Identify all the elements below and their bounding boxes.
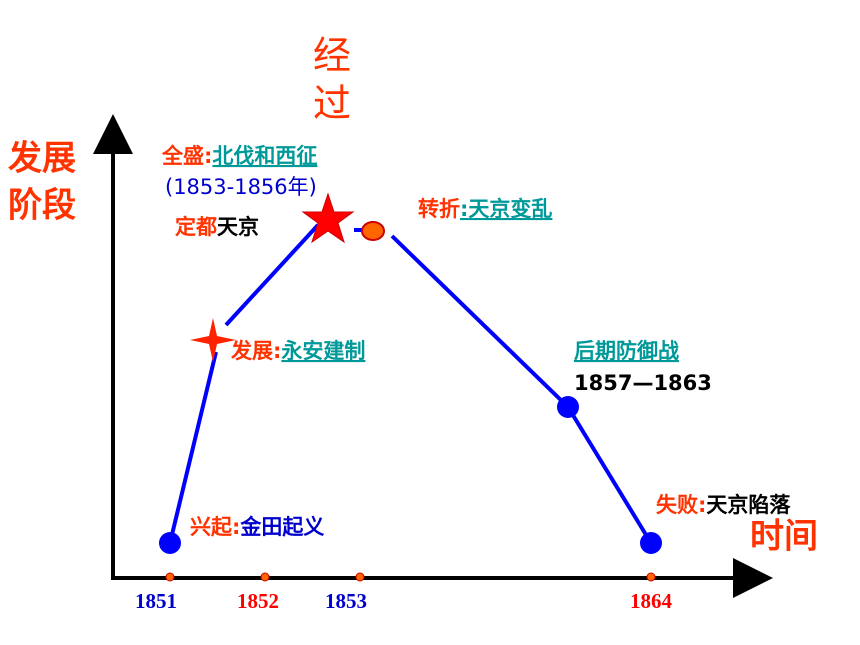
text-part: 北伐和西征 — [212, 144, 317, 168]
text-part: 天京 — [217, 215, 259, 239]
annotation: 定都天京 — [175, 215, 259, 239]
text-part: : — [698, 493, 706, 517]
node — [557, 396, 579, 418]
annotation: 兴起:金田起义 — [190, 515, 324, 539]
text-part: :天京变乱 — [460, 197, 552, 221]
node — [640, 532, 662, 554]
text-part: 永安建制 — [280, 339, 365, 363]
text-part: 兴起 — [190, 515, 233, 539]
axis-dots — [165, 572, 656, 582]
annotation: 全盛:北伐和西征 — [161, 144, 317, 168]
annotation: 发展:永安建制 — [230, 339, 365, 363]
annotation: 失败:天京陷落 — [656, 493, 791, 517]
title: 过 — [313, 82, 351, 126]
sparkle — [190, 318, 236, 362]
y-axis-label: 阶段 — [8, 186, 76, 226]
annotation: 1857—1863 — [574, 371, 712, 395]
text-part: : — [204, 144, 212, 168]
text-part: 定都 — [175, 215, 217, 239]
node — [361, 221, 385, 241]
title: 经 — [313, 34, 351, 78]
text-part: 全盛 — [161, 144, 204, 168]
text-part: 天京陷落 — [706, 493, 791, 517]
y-axis-label: 发展 — [8, 139, 76, 179]
annotation: 转折:天京变乱 — [418, 197, 552, 221]
text-part: 发展 — [230, 339, 273, 363]
star — [301, 192, 355, 244]
text-part: 失败 — [656, 493, 698, 517]
text-part: : — [232, 515, 240, 539]
node — [159, 532, 181, 554]
text-part: : — [273, 339, 281, 363]
x-tick-label: 1851 — [135, 589, 177, 613]
x-tick-label: 1852 — [237, 589, 279, 613]
x-axis-label: 时间 — [750, 517, 818, 557]
text-part: 金田起义 — [239, 515, 324, 539]
annotation: 后期防御战 — [574, 339, 679, 363]
x-tick-label: 1864 — [630, 589, 673, 613]
text-part: 转折 — [418, 197, 460, 221]
x-tick-label: 1853 — [325, 589, 367, 613]
annotation: (1853-1856年) — [165, 175, 317, 199]
